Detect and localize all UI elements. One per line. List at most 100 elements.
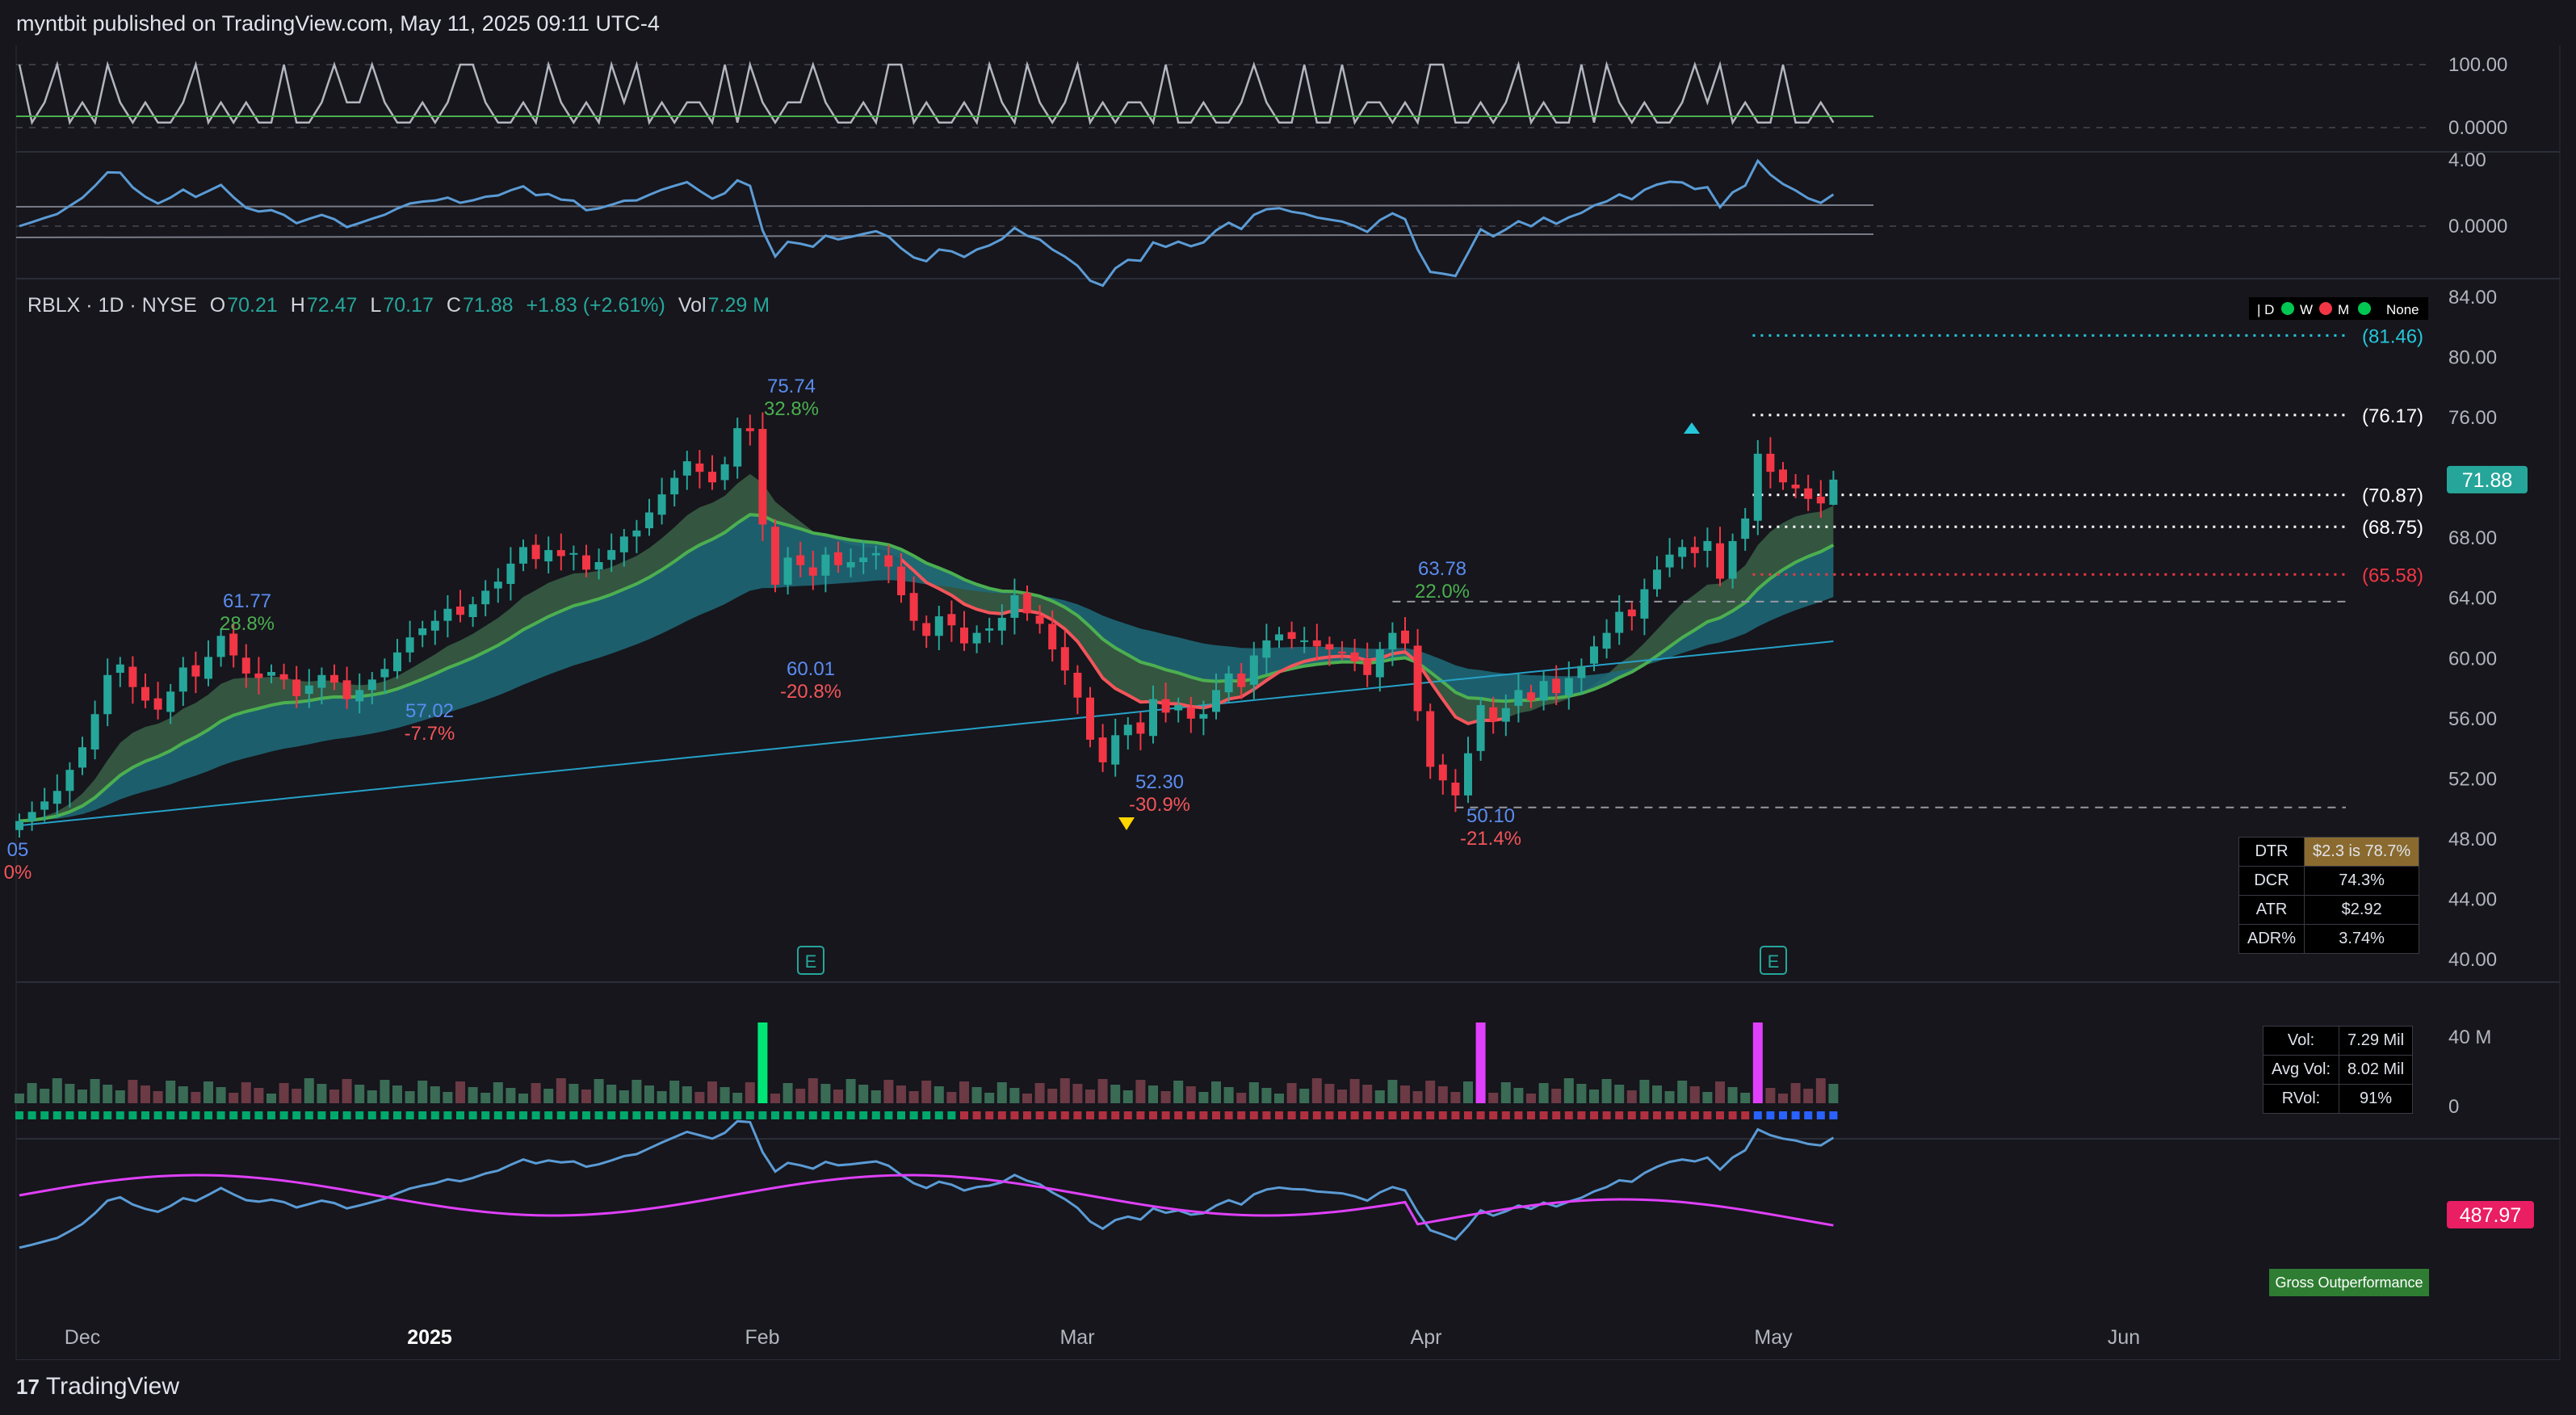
volume-flag <box>607 1111 616 1119</box>
price-tick: 68.00 <box>2448 527 2497 549</box>
volume-bar <box>1475 1022 1486 1103</box>
volume-bar <box>1236 1093 1247 1103</box>
candle <box>1023 585 1031 621</box>
candle <box>657 477 666 525</box>
candle <box>1237 662 1246 699</box>
volume-flag <box>1186 1111 1195 1119</box>
candle-body <box>582 555 590 570</box>
volume-flag <box>1779 1111 1787 1119</box>
candle <box>922 615 931 649</box>
volume-bar <box>342 1079 352 1103</box>
volume-bar <box>694 1092 705 1103</box>
candle-body <box>1602 632 1611 649</box>
candle-body <box>1501 708 1510 722</box>
volume-flag <box>481 1111 490 1119</box>
candle-body <box>304 685 313 695</box>
candle <box>1602 619 1611 659</box>
candle <box>153 682 162 720</box>
candle <box>178 657 187 706</box>
volume-flag <box>216 1111 225 1119</box>
volume-bar <box>820 1084 831 1103</box>
osc1-tick: 100.00 <box>2448 54 2507 76</box>
volume-flag <box>1753 1111 1762 1119</box>
candle-body <box>355 690 364 702</box>
footer-bar: 17 TradingView <box>0 1360 2576 1415</box>
candle <box>1716 527 1724 586</box>
volume-bar <box>1274 1094 1284 1103</box>
candle <box>418 620 427 648</box>
candle <box>1098 724 1107 772</box>
volume-bar <box>732 1093 743 1103</box>
volume-bar <box>606 1085 617 1103</box>
candle-body <box>481 590 490 605</box>
volume-flag <box>846 1111 855 1119</box>
grid-layer <box>15 45 2561 1360</box>
volume-bar <box>1148 1085 1158 1103</box>
volume-flag <box>796 1111 805 1119</box>
volume-bar <box>568 1084 579 1103</box>
publish-header: myntbit published on TradingView.com, Ma… <box>0 0 2576 45</box>
candle <box>330 664 338 691</box>
candle-body <box>821 554 830 576</box>
volume-flag <box>556 1111 565 1119</box>
volume-bar <box>581 1090 591 1103</box>
volume-bar <box>203 1081 213 1103</box>
price-chart[interactable]: (81.46) (76.17) (70.87) (68.75) (65.58) 487.… <box>0 45 2576 1360</box>
candle-body <box>1476 705 1485 751</box>
volume-bar <box>720 1087 730 1103</box>
volume-bar <box>443 1092 453 1103</box>
volume-bar <box>770 1094 780 1103</box>
volume-bar <box>292 1089 302 1103</box>
volume-bar <box>103 1085 113 1103</box>
volume-flag <box>1590 1111 1598 1119</box>
candle <box>1388 622 1397 666</box>
candle-body <box>178 667 187 692</box>
candle <box>493 568 502 603</box>
candle <box>254 657 263 695</box>
last-price: 71.88 <box>2462 469 2513 492</box>
volume-bar <box>178 1086 188 1103</box>
volume-bar <box>946 1092 957 1103</box>
volume-bar <box>367 1090 377 1103</box>
volume-flag <box>682 1111 691 1119</box>
volume-bar <box>1387 1080 1398 1103</box>
volume-flag <box>178 1111 187 1119</box>
volume-flag <box>204 1111 212 1119</box>
candle <box>456 590 464 623</box>
candle-body <box>1287 632 1296 640</box>
volume-flag <box>1766 1111 1775 1119</box>
volume-bar <box>417 1081 428 1103</box>
volume-bar <box>808 1078 818 1103</box>
volume-bar <box>229 1093 239 1103</box>
candle <box>1627 602 1636 631</box>
pivot-percent: -21.4% <box>1460 828 1521 850</box>
candle-body <box>1753 453 1762 521</box>
time-tick: Feb <box>745 1326 779 1349</box>
candle <box>796 541 805 577</box>
volume-flag <box>1287 1111 1296 1119</box>
candle <box>1464 737 1472 804</box>
osc2-tick: 0.0000 <box>2448 216 2507 237</box>
tradingview-logo[interactable]: 17 TradingView <box>16 1373 179 1400</box>
rs-badge-label: Gross Outperformance <box>2275 1274 2423 1291</box>
volume-bar <box>52 1078 62 1103</box>
volume-flag <box>884 1111 893 1119</box>
candles-layer <box>15 412 1838 838</box>
candle-body <box>342 680 351 699</box>
candle-body <box>493 582 502 589</box>
volume-flag <box>1023 1111 1031 1119</box>
volume-bar <box>921 1081 932 1103</box>
volume-bar <box>757 1022 768 1103</box>
candle-body <box>556 550 565 556</box>
candle <box>834 541 842 573</box>
candle <box>267 664 275 684</box>
candle-body <box>443 608 452 621</box>
volume-bar <box>669 1081 680 1103</box>
candle-body <box>15 821 23 830</box>
candle <box>1123 716 1132 750</box>
candle-body <box>1552 678 1561 694</box>
volume-flag <box>1653 1111 1661 1119</box>
volume-bar <box>1097 1079 1108 1103</box>
volume-table: Vol: 7.29 Mil Avg Vol: 8.02 Mil RVol: 91% <box>2262 1026 2414 1114</box>
candle <box>1728 533 1737 589</box>
